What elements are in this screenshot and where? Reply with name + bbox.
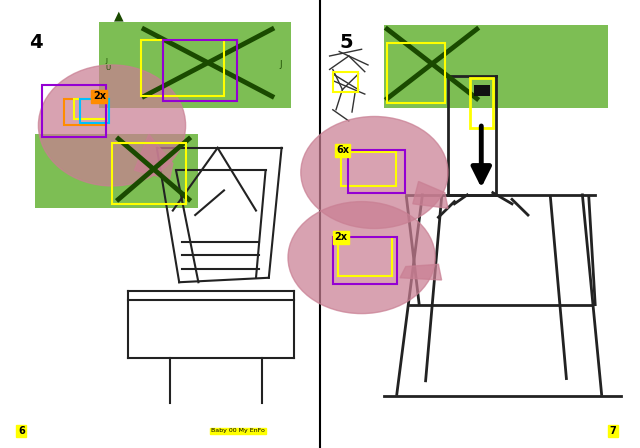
Polygon shape xyxy=(413,181,448,208)
Bar xyxy=(387,43,445,103)
Text: ▲: ▲ xyxy=(113,9,124,22)
Bar xyxy=(80,99,109,123)
Bar xyxy=(64,99,106,125)
Bar xyxy=(341,152,396,186)
Bar xyxy=(163,40,237,101)
Text: 5: 5 xyxy=(339,33,353,52)
Bar xyxy=(384,25,608,108)
Bar xyxy=(99,22,291,108)
Bar xyxy=(333,237,397,284)
Text: 4: 4 xyxy=(29,33,42,52)
Text: Baby 00 My EnFo: Baby 00 My EnFo xyxy=(211,428,265,434)
Bar xyxy=(112,143,186,204)
Text: 2x: 2x xyxy=(334,233,347,242)
Text: 7: 7 xyxy=(609,426,616,436)
Ellipse shape xyxy=(288,202,435,314)
Text: 6: 6 xyxy=(18,426,25,436)
Bar xyxy=(470,78,493,128)
Polygon shape xyxy=(400,264,442,280)
Text: 2x: 2x xyxy=(93,91,106,101)
Ellipse shape xyxy=(38,65,186,186)
Bar xyxy=(338,237,392,276)
Bar xyxy=(42,85,106,137)
Bar xyxy=(474,85,490,96)
Bar xyxy=(333,72,358,92)
Bar xyxy=(141,40,224,96)
Bar xyxy=(348,150,405,193)
Text: J
U: J U xyxy=(106,58,111,72)
Text: J: J xyxy=(279,60,282,69)
Bar xyxy=(74,99,106,119)
Bar xyxy=(35,134,198,208)
Ellipse shape xyxy=(301,116,448,228)
Polygon shape xyxy=(134,134,173,179)
Text: 6x: 6x xyxy=(336,145,349,155)
